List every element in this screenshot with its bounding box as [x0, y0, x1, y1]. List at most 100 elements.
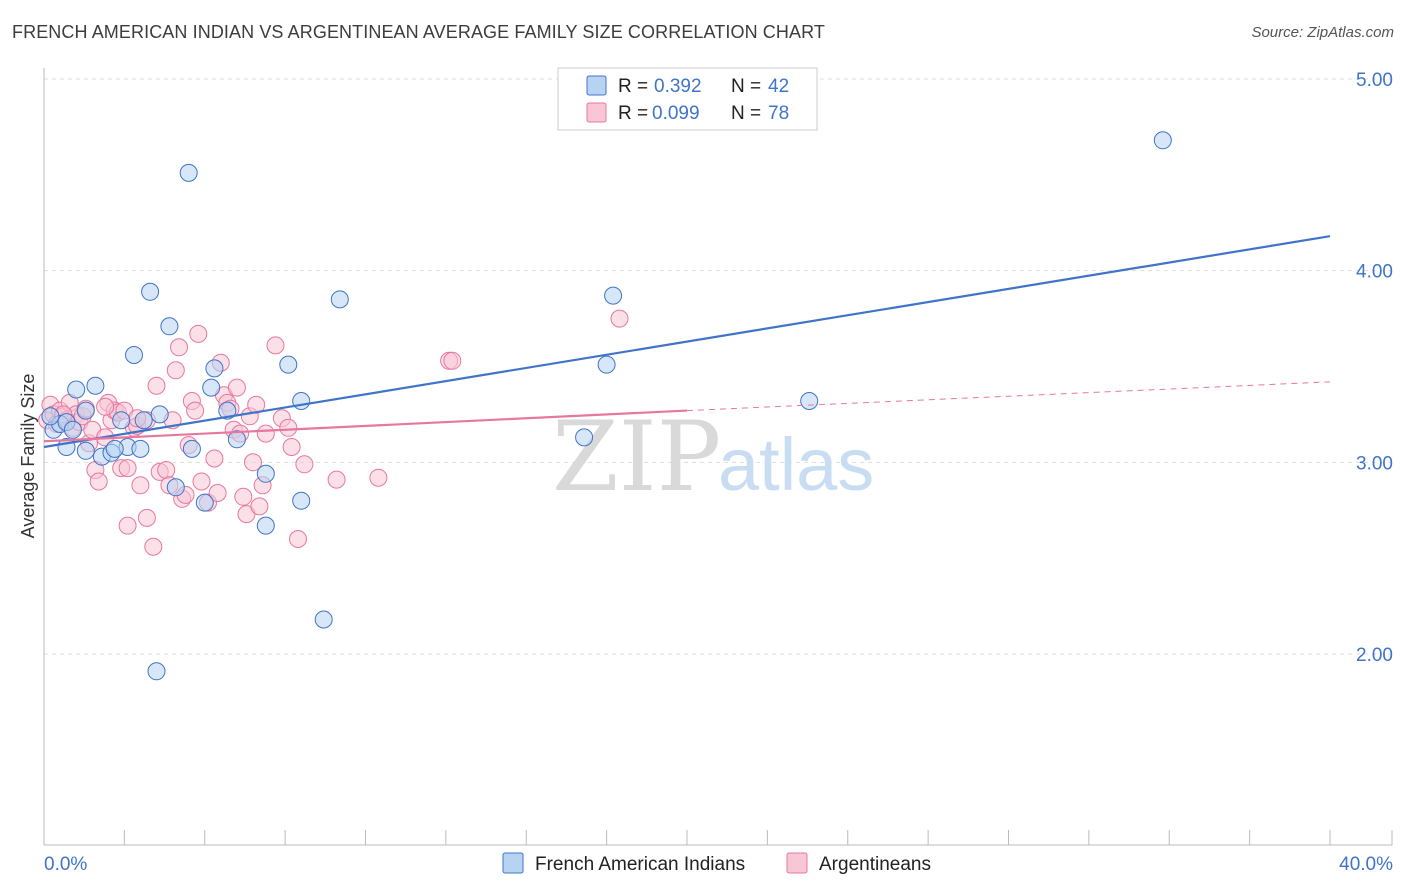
legend-swatch-pink [586, 102, 607, 123]
point-french-american-indians [134, 411, 153, 430]
point-argentineans [266, 336, 285, 355]
bottom-legend: French American Indians Argentineans [502, 852, 931, 875]
point-french-american-indians [800, 392, 819, 410]
bottom-legend-label-pink: Argentineans [819, 854, 931, 875]
bottom-legend-swatch-pink [786, 852, 808, 874]
point-argentineans [131, 476, 150, 495]
point-french-american-indians [604, 286, 623, 305]
point-argentineans [234, 487, 253, 506]
point-french-american-indians [597, 355, 616, 374]
point-french-american-indians [279, 355, 298, 374]
point-french-american-indians [125, 346, 143, 364]
point-french-american-indians [41, 407, 60, 426]
point-french-american-indians [150, 405, 169, 424]
point-argentineans [279, 418, 298, 437]
point-french-american-indians [141, 282, 160, 301]
point-french-american-indians [314, 610, 333, 629]
x-tick-label: 0.0% [44, 854, 87, 875]
x-tick-label: 40.0% [1339, 854, 1393, 875]
point-argentineans [295, 455, 314, 474]
point-argentineans [327, 470, 346, 489]
watermark-zip: ZIP [552, 401, 721, 513]
point-french-american-indians [575, 428, 594, 447]
legend-n-label-pink: N = [731, 103, 761, 124]
trend-line-french-american-indians [43, 235, 1331, 449]
point-french-american-indians [195, 493, 214, 512]
axes [43, 68, 1392, 846]
point-french-american-indians [1153, 131, 1172, 150]
top-legend: R = 0.392 N = 42 R = 0.099 N = 78 [557, 67, 818, 131]
x-tick-labels: 0.0% 40.0% [44, 854, 1393, 875]
watermark: ZIP atlas [552, 401, 874, 513]
point-french-american-indians [63, 420, 82, 439]
legend-r-label-blue: R = [618, 76, 648, 97]
point-argentineans [144, 537, 163, 556]
y-tick-labels: 2.00 3.00 4.00 5.00 [1356, 70, 1393, 666]
point-french-american-indians [105, 439, 124, 458]
y-tick-label: 5.00 [1356, 70, 1393, 91]
point-french-american-indians [256, 464, 275, 483]
point-argentineans [282, 438, 301, 456]
point-argentineans [170, 338, 188, 357]
point-french-american-indians [76, 441, 95, 460]
trend-lines [43, 235, 1331, 449]
point-french-american-indians [256, 516, 275, 535]
y-tick-label: 2.00 [1356, 645, 1393, 666]
y-axis-title: Average Family Size [18, 374, 38, 539]
legend-n-label-blue: N = [731, 76, 761, 97]
point-french-american-indians [202, 378, 221, 397]
legend-r-value-pink: 0.099 [652, 103, 700, 124]
point-argentineans [189, 324, 208, 343]
point-french-american-indians [147, 662, 166, 681]
point-french-american-indians [205, 359, 224, 378]
y-tick-label: 4.00 [1356, 262, 1393, 283]
point-argentineans [166, 361, 185, 380]
point-argentineans [250, 497, 269, 516]
legend-r-label-pink: R = [618, 103, 648, 124]
y-tick-label: 3.00 [1356, 453, 1393, 474]
point-french-american-indians [292, 491, 311, 510]
legend-r-value-blue: 0.392 [654, 76, 702, 97]
legend-n-value-blue: 42 [768, 76, 789, 97]
point-argentineans [289, 530, 307, 548]
point-argentineans [192, 472, 211, 491]
point-argentineans [186, 401, 205, 420]
bottom-legend-swatch-blue [502, 852, 524, 874]
legend-swatch-blue [586, 75, 607, 96]
point-french-american-indians [76, 401, 95, 420]
point-french-american-indians [218, 401, 237, 420]
point-argentineans [610, 309, 629, 328]
point-argentineans [208, 484, 227, 502]
trend-line-argentineans [43, 409, 688, 443]
point-french-american-indians [160, 317, 179, 336]
point-french-american-indians [182, 439, 201, 458]
point-argentineans [96, 397, 115, 416]
point-french-american-indians [292, 392, 311, 410]
point-argentineans [118, 459, 137, 478]
bottom-legend-label-blue: French American Indians [535, 854, 745, 875]
grid-lines [44, 78, 1392, 655]
point-french-american-indians [227, 430, 246, 449]
point-french-american-indians [166, 478, 185, 497]
point-french-american-indians [112, 411, 131, 430]
watermark-atlas: atlas [718, 423, 874, 506]
point-argentineans [205, 449, 224, 468]
point-argentineans [137, 508, 156, 527]
data-points [38, 131, 1172, 681]
point-argentineans [118, 516, 137, 535]
source-label: Source: ZipAtlas.com [1251, 24, 1394, 41]
point-argentineans [443, 351, 462, 370]
point-argentineans [244, 453, 262, 472]
point-french-american-indians [179, 163, 198, 182]
point-french-american-indians [86, 376, 105, 395]
point-french-american-indians [67, 380, 86, 399]
trend-line-argentineans-extension [686, 381, 1331, 412]
chart-title: FRENCH AMERICAN INDIAN VS ARGENTINEAN AV… [12, 22, 825, 42]
point-argentineans [227, 378, 246, 397]
point-argentineans [89, 472, 108, 491]
point-french-american-indians [330, 290, 349, 309]
point-argentineans [147, 376, 166, 395]
point-french-american-indians [131, 439, 150, 458]
x-ticks [43, 830, 1393, 845]
